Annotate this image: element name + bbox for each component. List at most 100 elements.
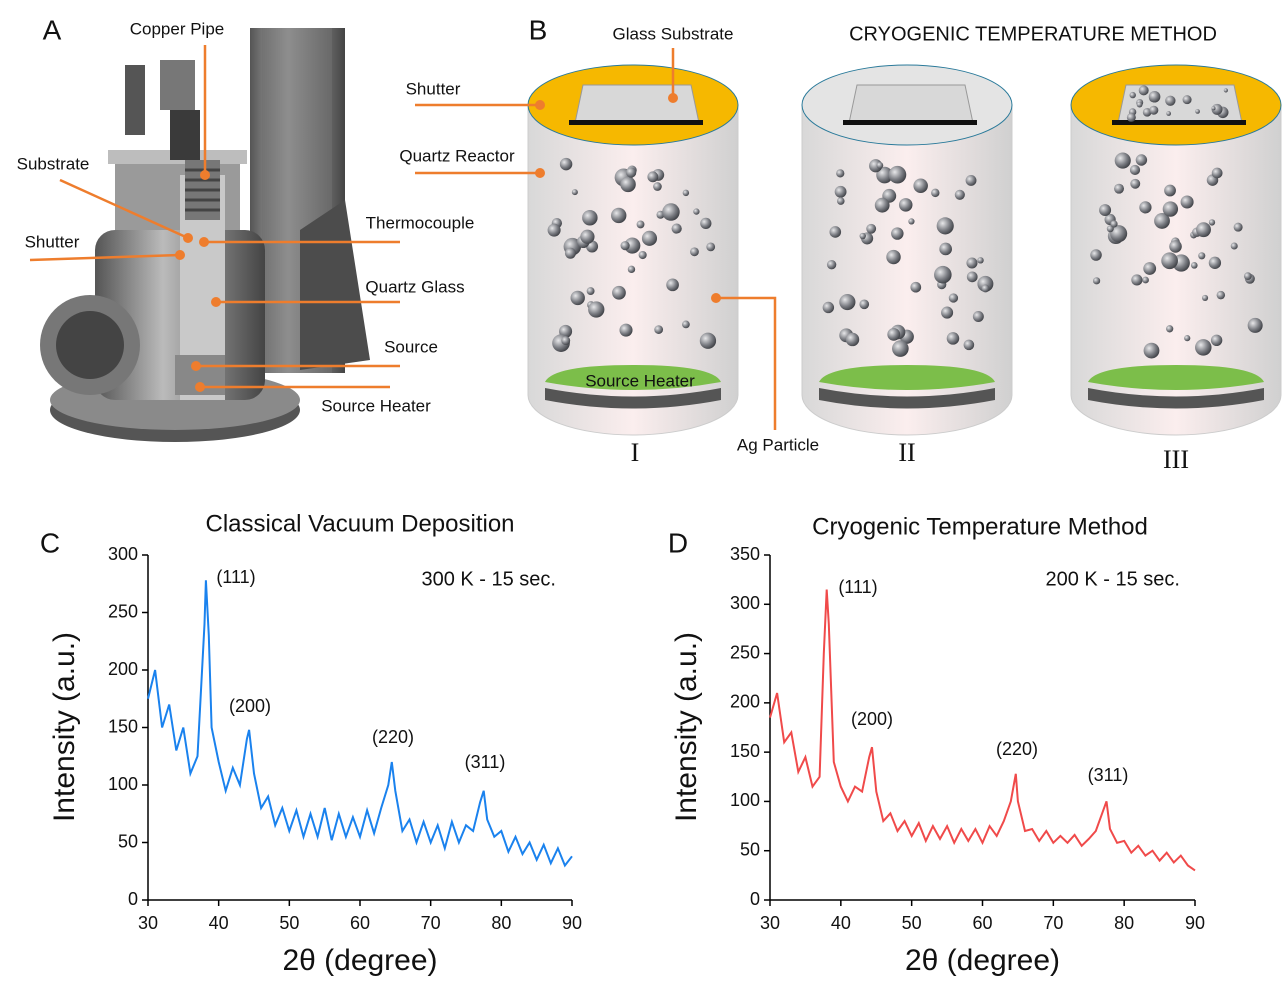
particle [1136,101,1143,108]
particle [1139,201,1152,214]
particle [693,208,700,215]
reactor [801,64,1013,436]
particle [1106,225,1114,233]
particle [1184,335,1191,342]
particle [1110,220,1118,228]
chart-title: Classical Vacuum Deposition [205,510,514,537]
source-heater [819,365,995,390]
particle [1180,195,1194,209]
y-tick-label: 100 [108,774,138,794]
y-tick-label: 300 [730,593,760,613]
reactor [527,64,739,436]
particle [836,169,845,178]
particle [972,311,984,322]
x-tick-label: 90 [1185,913,1205,933]
particle [1247,317,1263,333]
particle [966,257,978,269]
panel-letter: B [529,14,548,45]
particle [1208,256,1222,269]
particle [1114,152,1131,169]
particle [1196,222,1211,238]
particle [908,218,915,225]
particle [1211,106,1216,111]
particle [1161,252,1178,270]
label: Substrate [17,154,90,173]
x-tick-label: 70 [1043,913,1063,933]
particle [1164,184,1176,197]
source-heater [545,365,721,390]
y-tick-label: 0 [750,889,760,909]
particle [1143,342,1160,359]
x-axis-label: 2θ (degree) [282,944,437,977]
glass-edge [843,120,977,125]
particle [1190,262,1198,269]
particle [1110,225,1128,243]
x-tick-label: 60 [972,913,992,933]
label: Source Heater [321,396,431,415]
particle [836,197,845,205]
y-tick-label: 150 [730,741,760,761]
particle [700,217,712,229]
particle [1135,154,1148,166]
particle [826,260,837,270]
particle [682,320,690,329]
x-axis-label: 2θ (degree) [905,944,1060,977]
particle [1114,183,1124,194]
y-axis-label: Intensity (a.u.) [670,632,703,822]
chart: Classical Vacuum Deposition 2θ (degree) In… [48,510,582,977]
particle [706,242,716,252]
particle [888,165,907,184]
particle [564,247,576,259]
particle [1210,334,1223,346]
particle [1149,105,1159,115]
particle [641,230,658,246]
particle [829,226,842,238]
particle [1230,242,1238,250]
label: Source Heater [585,371,695,390]
particle [699,332,717,349]
particle [638,250,647,260]
particle [1166,111,1172,116]
peak-label: (220) [372,727,414,747]
peak-label: (311) [465,752,506,772]
glass-edge [569,120,703,125]
particle [981,284,990,293]
label: Shutter [25,232,80,251]
particle [1126,112,1136,122]
particle [1233,222,1243,232]
particle [1148,90,1161,103]
y-tick-label: 200 [730,692,760,712]
x-tick-label: 30 [138,913,158,933]
particle [1223,88,1228,93]
particle [1131,274,1143,286]
particle [1142,276,1149,284]
particle [839,293,856,311]
particle [1182,95,1192,105]
particle [939,242,952,256]
y-tick-label: 0 [128,889,138,909]
source-heater [1088,365,1264,390]
label: Quartz Glass [365,277,464,296]
particle [1211,167,1223,179]
particle [620,241,630,251]
heater-plate [1088,388,1264,409]
x-tick-label: 80 [491,913,511,933]
y-tick-label: 50 [740,839,760,859]
y-tick-label: 250 [108,601,138,621]
label: Glass Substrate [613,24,734,43]
particle [1169,240,1182,253]
x-tick-label: 90 [562,913,582,933]
particle [931,188,940,198]
particle [1165,95,1176,106]
particle [892,340,909,357]
label: Thermocouple [366,213,475,232]
particle [1208,219,1216,226]
particle [876,166,893,184]
particle [941,306,954,319]
particle [822,301,835,314]
particle [1090,249,1102,261]
stage-label: III [1163,445,1189,474]
particle [1198,252,1206,260]
particle [627,265,636,274]
apparatus [40,28,370,442]
